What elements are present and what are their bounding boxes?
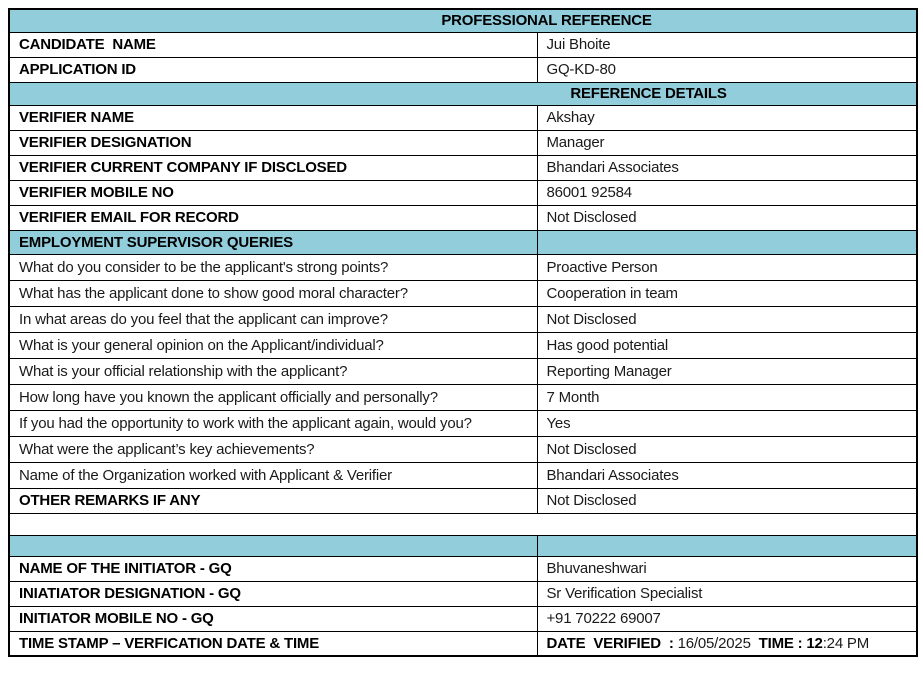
table-row: VERIFIER DESIGNATION Manager: [8, 129, 918, 156]
section-header-empty-cell: [536, 534, 918, 557]
field-label: INITIATOR MOBILE NO - GQ: [8, 605, 538, 632]
field-value: Bhandari Associates: [536, 461, 918, 489]
field-label: TIME STAMP – VERFICATION DATE & TIME: [8, 630, 538, 657]
table-row: NAME OF THE INITIATOR - GQ Bhuvaneshwari: [8, 555, 918, 582]
table-row: VERIFIER CURRENT COMPANY IF DISCLOSED Bha…: [8, 154, 918, 181]
value-segment-bold: DATE VERIFIED :: [546, 634, 678, 652]
question-text: In what areas do you feel that the appli…: [8, 305, 538, 333]
field-label: OTHER REMARKS IF ANY: [8, 487, 538, 514]
table-row: [8, 534, 918, 557]
field-value: Not Disclosed: [536, 487, 918, 514]
field-value: Yes: [536, 409, 918, 437]
value-segment: 16/05/2025: [677, 634, 751, 652]
question-text: What were the applicant’s key achievemen…: [8, 435, 538, 463]
table-row: In what areas do you feel that the appli…: [8, 305, 918, 333]
field-value: Akshay: [536, 104, 918, 131]
table-row: REFERENCE DETAILS: [8, 81, 918, 106]
field-value: Cooperation in team: [536, 279, 918, 307]
field-value: +91 70222 69007: [536, 605, 918, 632]
field-value: Manager: [536, 129, 918, 156]
value-segment-bold: TIME : 12: [758, 634, 823, 652]
table-row: What were the applicant’s key achievemen…: [8, 435, 918, 463]
section-title: REFERENCE DETAILS: [570, 85, 727, 102]
spacer-cell: [8, 512, 918, 536]
field-value: Not Disclosed: [536, 435, 918, 463]
table-row: Name of the Organization worked with App…: [8, 461, 918, 489]
section-title: PROFESSIONAL REFERENCE: [441, 12, 652, 30]
question-text: What is your official relationship with …: [8, 357, 538, 385]
value-segment: [751, 635, 759, 652]
table-row: PROFESSIONAL REFERENCE: [8, 8, 918, 33]
professional-reference-table: PROFESSIONAL REFERENCE CANDIDATE NAME Jui …: [8, 8, 919, 657]
table-row: What has the applicant done to show good…: [8, 279, 918, 307]
question-text: What do you consider to be the applicant…: [8, 253, 538, 281]
field-value: Jui Bhoite: [536, 31, 918, 58]
field-label: VERIFIER NAME: [8, 104, 538, 131]
section-header-cell: EMPLOYMENT SUPERVISOR QUERIES: [8, 229, 538, 255]
section-header-cell: REFERENCE DETAILS: [8, 81, 918, 106]
question-text: What has the applicant done to show good…: [8, 279, 538, 307]
table-row: CANDIDATE NAME Jui Bhoite: [8, 31, 918, 58]
table-row: OTHER REMARKS IF ANY Not Disclosed: [8, 487, 918, 514]
field-value: GQ-KD-80: [536, 56, 918, 83]
table-row: APPLICATION ID GQ-KD-80: [8, 56, 918, 83]
table-row: What do you consider to be the applicant…: [8, 253, 918, 281]
field-label: CANDIDATE NAME: [8, 31, 538, 58]
field-value: Not Disclosed: [536, 305, 918, 333]
table-row: VERIFIER NAME Akshay: [8, 104, 918, 131]
section-title: EMPLOYMENT SUPERVISOR QUERIES: [19, 233, 293, 251]
question-text: If you had the opportunity to work with …: [8, 409, 538, 437]
table-row: VERIFIER EMAIL FOR RECORD Not Disclosed: [8, 204, 918, 231]
table-row: VERIFIER MOBILE NO 86001 92584: [8, 179, 918, 206]
field-value: 7 Month: [536, 383, 918, 411]
table-row: [8, 512, 918, 536]
question-text: What is your general opinion on the Appl…: [8, 331, 538, 359]
field-value: Sr Verification Specialist: [536, 580, 918, 607]
value-segment: :24 PM: [822, 634, 870, 652]
field-label: VERIFIER EMAIL FOR RECORD: [8, 204, 538, 231]
field-label: VERIFIER DESIGNATION: [8, 129, 538, 156]
field-value: Bhuvaneshwari: [536, 555, 918, 582]
field-value: Has good potential: [536, 331, 918, 359]
field-label: INIATIATOR DESIGNATION - GQ: [8, 580, 538, 607]
section-header-empty-cell: [536, 229, 918, 255]
field-value: Not Disclosed: [536, 204, 918, 231]
field-label: APPLICATION ID: [8, 56, 538, 83]
table-row: EMPLOYMENT SUPERVISOR QUERIES: [8, 229, 918, 255]
field-value: Bhandari Associates: [536, 154, 918, 181]
field-label: VERIFIER CURRENT COMPANY IF DISCLOSED: [8, 154, 538, 181]
table-row: If you had the opportunity to work with …: [8, 409, 918, 437]
question-text: Name of the Organization worked with App…: [8, 461, 538, 489]
table-row: INIATIATOR DESIGNATION - GQ Sr Verificati…: [8, 580, 918, 607]
field-value: DATE VERIFIED : 16/05/2025 TIME : 12:24 …: [536, 630, 918, 657]
field-value: Reporting Manager: [536, 357, 918, 385]
reference-report-sheet: PROFESSIONAL REFERENCE CANDIDATE NAME Jui …: [8, 8, 919, 657]
table-row: What is your general opinion on the Appl…: [8, 331, 918, 359]
table-row: What is your official relationship with …: [8, 357, 918, 385]
field-label: VERIFIER MOBILE NO: [8, 179, 538, 206]
section-header-cell: [8, 534, 538, 557]
field-label: NAME OF THE INITIATOR - GQ: [8, 555, 538, 582]
question-text: How long have you known the applicant of…: [8, 383, 538, 411]
section-header-cell: PROFESSIONAL REFERENCE: [8, 8, 918, 33]
table-row: How long have you known the applicant of…: [8, 383, 918, 411]
table-row: TIME STAMP – VERFICATION DATE & TIME DATE…: [8, 630, 918, 657]
table-row: INITIATOR MOBILE NO - GQ +91 70222 69007: [8, 605, 918, 632]
field-value: 86001 92584: [536, 179, 918, 206]
field-value: Proactive Person: [536, 253, 918, 281]
